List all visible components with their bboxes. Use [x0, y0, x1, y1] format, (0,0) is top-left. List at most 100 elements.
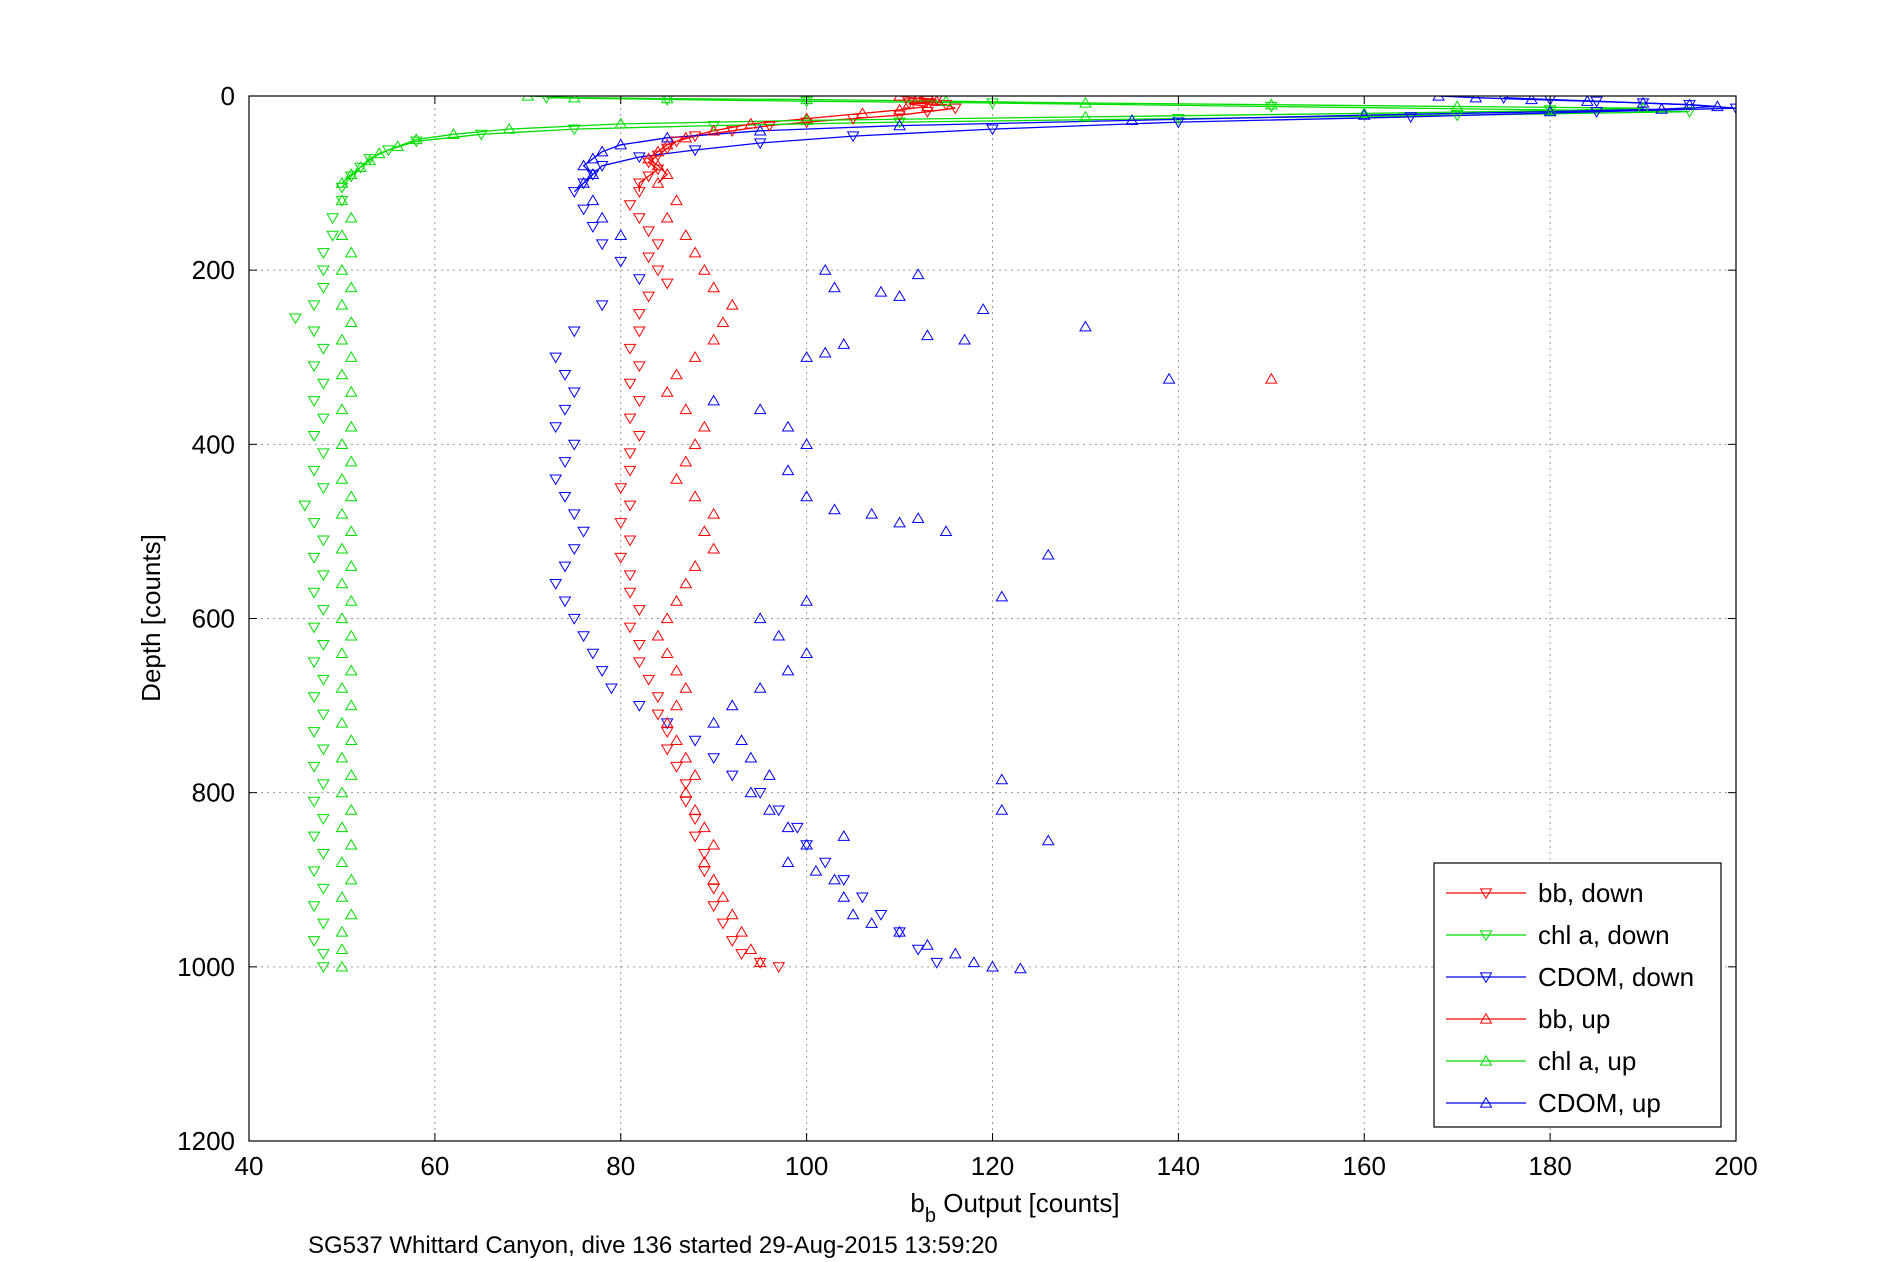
data-point-cdom-up [911, 512, 925, 523]
series-line-chl-a-up [341, 96, 1644, 184]
legend-marker [1479, 888, 1493, 900]
legend-label: chl a, down [1538, 920, 1670, 950]
data-point-bb-down [642, 674, 656, 686]
data-point-cdom-down [567, 326, 581, 338]
x-tick-label: 200 [1714, 1151, 1757, 1181]
data-point-chl-a-down [316, 779, 330, 791]
series-line-bb-up [647, 96, 937, 184]
data-point-cdom-down [567, 544, 581, 556]
data-point-cdom-down [1498, 96, 1509, 104]
data-point-bb-up [642, 152, 656, 164]
data-point-bb-up [688, 246, 702, 258]
data-point-cdom-down [818, 857, 832, 869]
data-point-chl-a-up [335, 577, 349, 589]
legend-marker [1479, 930, 1493, 942]
data-point-bb-down [651, 709, 665, 721]
data-point-chl-a-up [335, 751, 349, 763]
data-point-bb-down [716, 918, 730, 930]
data-point-cdom-down [605, 683, 618, 695]
data-point-chl-a-down [567, 124, 581, 136]
data-point-bb-up [679, 403, 693, 415]
data-point-chl-a-up [335, 333, 349, 345]
x-tick-label: 180 [1528, 1151, 1571, 1181]
data-point-bb-down [735, 949, 748, 960]
data-point-chl-a-down [307, 326, 321, 338]
data-point-chl-a-down [316, 378, 330, 390]
x-tick-label: 40 [235, 1151, 264, 1181]
data-point-cdom-up [800, 490, 813, 502]
data-point-cdom-down [558, 561, 572, 573]
data-point-chl-a-up [344, 351, 358, 362]
data-point-cdom-down [567, 509, 581, 521]
data-point-chl-a-up [344, 908, 358, 920]
data-point-bb-up [651, 145, 665, 157]
data-point-chl-a-up [344, 873, 358, 885]
data-point-bb-up [698, 420, 711, 432]
data-point-cdom-down [893, 927, 906, 939]
data-point-bb-up [679, 577, 693, 589]
data-point-chl-a-down [409, 136, 423, 148]
data-point-bb-up [679, 229, 693, 240]
legend-label: chl a, up [1538, 1046, 1636, 1076]
data-point-chl-a-up [335, 856, 349, 867]
data-point-cdom-up [763, 769, 776, 780]
data-point-cdom-down [558, 491, 572, 503]
data-point-cdom-up [1525, 96, 1538, 105]
legend-marker [1479, 1096, 1493, 1108]
data-point-chl-a-up [344, 246, 358, 258]
data-point-bb-down [707, 901, 721, 913]
data-point-bb-down [707, 883, 721, 895]
series-markers [289, 96, 1736, 974]
data-point-bb-up [670, 594, 683, 606]
data-point-bb-down [698, 849, 711, 860]
data-point-bb-down [642, 252, 656, 264]
data-point-bb-up [716, 316, 730, 328]
data-point-bb-down [623, 200, 637, 212]
data-point-cdom-up [948, 947, 962, 959]
data-point-cdom-down [1729, 103, 1736, 115]
data-point-bb-down [614, 552, 628, 564]
data-point-bb-up [698, 263, 711, 275]
data-point-chl-a-up [1357, 107, 1371, 119]
data-point-cdom-up [744, 751, 758, 763]
data-point-cdom-up [976, 303, 990, 314]
data-point-chl-a-down [307, 866, 321, 878]
data-point-cdom-up [837, 337, 851, 349]
data-point-bb-down [623, 448, 637, 460]
data-point-cdom-up [1683, 98, 1696, 110]
data-point-bb-down [632, 326, 646, 338]
data-point-cdom-up [1162, 372, 1176, 384]
data-point-chl-a-down [316, 535, 330, 547]
data-point-bb-down [651, 265, 665, 277]
data-point-chl-a-up [363, 154, 377, 166]
data-point-bb-down [623, 500, 637, 512]
data-point-cdom-down [558, 596, 572, 608]
data-point-cdom-up [744, 786, 758, 798]
data-point-cdom-down [707, 753, 721, 765]
data-point-bb-down [642, 226, 656, 238]
data-point-chl-a-down [316, 949, 330, 960]
data-point-cdom-up [772, 629, 786, 641]
data-point-bb-up [698, 821, 711, 833]
data-point-chl-a-down [316, 709, 330, 721]
data-point-cdom-up [986, 960, 999, 972]
data-point-cdom-up [614, 138, 628, 150]
data-point-bb-up [688, 803, 702, 815]
data-point-cdom-down [577, 631, 590, 643]
data-point-bb-up [753, 956, 767, 968]
data-point-chl-a-down [307, 936, 321, 947]
data-point-cdom-up [1125, 114, 1139, 126]
data-point-bb-up [1264, 372, 1278, 384]
data-point-cdom-up [893, 925, 906, 937]
data-point-chl-a-up [344, 316, 358, 328]
data-point-chl-a-up [447, 128, 460, 139]
data-point-cdom-down [567, 613, 581, 625]
data-point-cdom-up [893, 119, 906, 131]
legend-marker [1479, 1054, 1493, 1066]
legend-marker [1479, 1012, 1493, 1024]
data-point-chl-a-up [335, 176, 349, 188]
y-tick-label: 800 [192, 778, 235, 808]
series-line-bb-down [638, 97, 956, 192]
data-point-chl-a-up [344, 769, 358, 780]
